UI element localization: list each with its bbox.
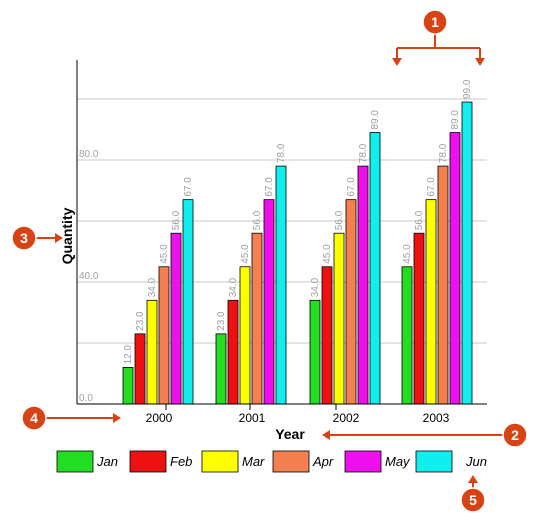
callout-number: 2 bbox=[511, 427, 519, 443]
arrow-head-icon bbox=[392, 58, 402, 66]
callout-annotations: 1 2 3 4 5 bbox=[11, 9, 528, 513]
callout-badge bbox=[11, 225, 37, 251]
y-tick-label: 40.0 bbox=[79, 271, 99, 282]
arrow-head-icon bbox=[322, 430, 330, 440]
arrow-head-icon bbox=[113, 413, 121, 423]
bar bbox=[158, 266, 170, 405]
bar bbox=[122, 366, 134, 405]
data-label: 45.0 bbox=[159, 244, 170, 264]
bar bbox=[275, 165, 287, 405]
y-axis-title: Quantity bbox=[59, 207, 75, 264]
data-label: 45.0 bbox=[240, 244, 251, 264]
bar bbox=[251, 232, 263, 405]
data-label: 56.0 bbox=[171, 210, 182, 230]
data-label: 23.0 bbox=[216, 311, 227, 331]
bar bbox=[182, 199, 194, 405]
data-label: 78.0 bbox=[276, 143, 287, 163]
legend-swatch bbox=[201, 450, 239, 473]
data-label: 67.0 bbox=[183, 177, 194, 197]
legend-label: Feb bbox=[170, 454, 192, 469]
axes bbox=[76, 60, 487, 410]
legend-label: May bbox=[385, 454, 411, 469]
arrow-head-icon bbox=[468, 475, 478, 483]
data-label: 34.0 bbox=[147, 277, 158, 297]
callout-badge bbox=[460, 487, 486, 513]
x-category-label: 2001 bbox=[239, 411, 266, 425]
bar bbox=[333, 232, 345, 405]
legend-label: Jan bbox=[96, 454, 118, 469]
callout-number: 3 bbox=[20, 230, 28, 246]
arrow-head-icon bbox=[55, 233, 63, 243]
bar bbox=[357, 165, 369, 405]
legend-swatch bbox=[415, 450, 453, 473]
legend-label: Apr bbox=[312, 454, 334, 469]
x-category-label: 2000 bbox=[146, 411, 173, 425]
x-axis-title: Year bbox=[275, 426, 305, 442]
data-label: 89.0 bbox=[450, 110, 461, 130]
legend-label: Jun bbox=[465, 454, 487, 469]
bar bbox=[437, 165, 449, 405]
data-label: 45.0 bbox=[402, 244, 413, 264]
callout-badge bbox=[502, 422, 528, 448]
bar bbox=[401, 266, 413, 405]
data-label: 67.0 bbox=[264, 177, 275, 197]
x-category-labels: 2000 2001 2002 2003 bbox=[146, 411, 450, 425]
data-label: 99.0 bbox=[462, 79, 473, 99]
data-label: 56.0 bbox=[414, 210, 425, 230]
bar bbox=[413, 232, 425, 405]
callout-number: 5 bbox=[469, 492, 477, 508]
bar bbox=[134, 333, 146, 405]
legend-swatch bbox=[56, 450, 94, 473]
bar bbox=[170, 232, 182, 405]
data-label: 34.0 bbox=[310, 277, 321, 297]
data-label: 89.0 bbox=[370, 110, 381, 130]
bar bbox=[321, 266, 333, 405]
callout-badge bbox=[422, 9, 448, 35]
callout-badge bbox=[21, 405, 47, 431]
bar bbox=[309, 299, 321, 405]
bar bbox=[345, 199, 357, 405]
data-label: 45.0 bbox=[322, 244, 333, 264]
data-label: 78.0 bbox=[358, 143, 369, 163]
callout-number: 4 bbox=[30, 410, 38, 426]
bar bbox=[263, 199, 275, 405]
data-label: 34.0 bbox=[228, 277, 239, 297]
legend: Jan Feb Mar Apr May Jun bbox=[56, 450, 487, 473]
bar bbox=[215, 333, 227, 405]
bar bbox=[425, 199, 437, 405]
data-label: 23.0 bbox=[135, 311, 146, 331]
y-tick-labels: 0.0 40.0 80.0 bbox=[79, 149, 99, 404]
data-label: 67.0 bbox=[426, 177, 437, 197]
x-category-label: 2002 bbox=[333, 411, 360, 425]
y-tick-label: 0.0 bbox=[79, 393, 93, 404]
data-label: 67.0 bbox=[346, 177, 357, 197]
legend-swatch bbox=[272, 450, 310, 473]
bar bbox=[146, 299, 158, 405]
data-label: 56.0 bbox=[334, 210, 345, 230]
bar bbox=[239, 266, 251, 405]
bar bbox=[461, 101, 473, 405]
bar bbox=[227, 299, 239, 405]
bar bbox=[449, 132, 461, 405]
data-label: 56.0 bbox=[252, 210, 263, 230]
legend-swatch bbox=[129, 450, 167, 473]
y-tick-label: 80.0 bbox=[79, 149, 99, 160]
data-label: 12.0 bbox=[123, 344, 134, 364]
data-label: 78.0 bbox=[438, 143, 449, 163]
arrow-head-icon bbox=[475, 58, 485, 66]
x-category-label: 2003 bbox=[423, 411, 450, 425]
bar bbox=[369, 132, 381, 405]
legend-label: Mar bbox=[242, 454, 265, 469]
legend-swatch bbox=[344, 450, 382, 473]
bar-series-group: 12.0 23.0 34.0 45.0 56.0 67.0 23.0 34.0 45.0 56.0… bbox=[122, 79, 473, 405]
callout-number: 1 bbox=[431, 14, 439, 30]
